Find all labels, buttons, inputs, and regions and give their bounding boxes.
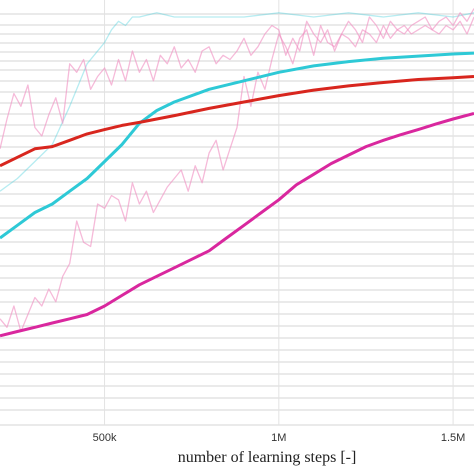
x-axis-ticks: 500k 1M 1.5M	[93, 432, 466, 444]
series-lines	[0, 8, 474, 338]
x-tick-label: 500k	[93, 432, 117, 444]
series-line-2	[0, 16, 474, 149]
series-line-1	[0, 12, 474, 192]
x-tick-label: 1.5M	[441, 432, 465, 444]
x-tick-label: 1M	[271, 432, 286, 444]
series-line-4	[0, 51, 474, 240]
series-line-6	[0, 112, 474, 338]
series-line-3	[0, 8, 474, 333]
x-axis-title: number of learning steps [-]	[178, 449, 357, 466]
series-line-5	[0, 75, 474, 168]
grid-lines	[0, 0, 474, 426]
